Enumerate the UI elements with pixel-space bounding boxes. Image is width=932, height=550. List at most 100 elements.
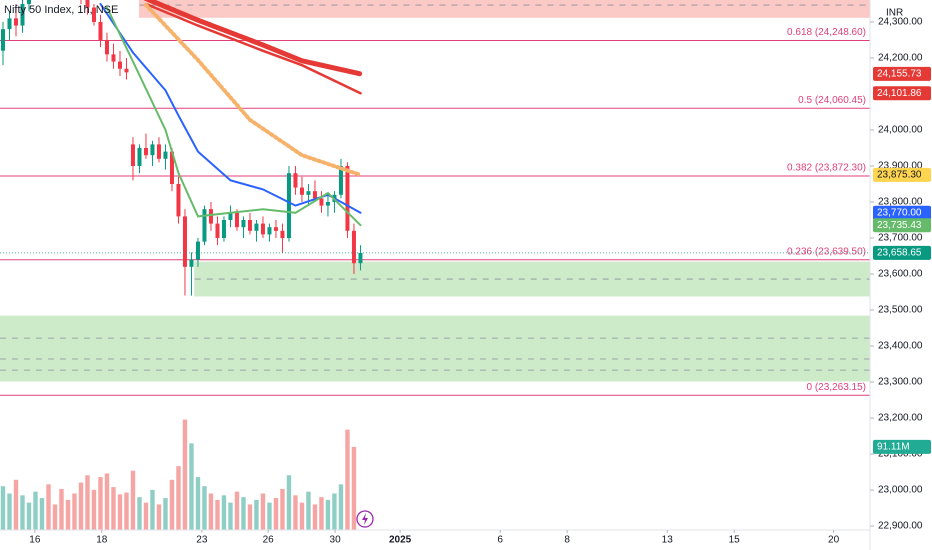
volume-bar bbox=[52, 504, 58, 530]
zone bbox=[138, 0, 870, 18]
x-tick-label: 8 bbox=[564, 535, 570, 546]
price-badge-label: 23,735.43 bbox=[877, 220, 922, 231]
volume-bar bbox=[111, 487, 116, 530]
candle-body bbox=[0, 29, 5, 51]
price-badge-label: 24,155.73 bbox=[877, 69, 922, 80]
y-tick-label: 23,100.00 bbox=[878, 449, 923, 460]
ma-line bbox=[106, 6, 362, 227]
volume-bar bbox=[26, 502, 32, 530]
y-tick-label: 23,200.00 bbox=[878, 413, 923, 424]
y-tick-label: 22,900.00 bbox=[878, 521, 923, 532]
candle-body bbox=[189, 259, 194, 267]
candle-body bbox=[299, 187, 304, 195]
volume-bar bbox=[260, 493, 266, 530]
volume-bar bbox=[273, 498, 279, 530]
replay-icon[interactable] bbox=[356, 510, 374, 528]
volume-bar bbox=[312, 504, 318, 530]
y-tick-label: 23,600.00 bbox=[878, 269, 923, 280]
candle-body bbox=[104, 39, 109, 55]
zone bbox=[0, 315, 870, 382]
candle-body bbox=[241, 219, 246, 228]
y-tick-label: 23,800.00 bbox=[878, 197, 923, 208]
volume-bar bbox=[267, 502, 272, 530]
candle-body bbox=[202, 209, 207, 242]
candle-body bbox=[273, 227, 278, 231]
price-badge bbox=[873, 245, 931, 260]
price-badge bbox=[873, 218, 931, 233]
candle-body bbox=[98, 21, 103, 40]
volume-bar bbox=[228, 502, 233, 530]
candle-body bbox=[228, 212, 233, 220]
fib-label: 0.236 (23,639.50) bbox=[787, 246, 866, 257]
candle-body bbox=[20, 3, 25, 26]
price-badge bbox=[873, 66, 931, 81]
volume-bar bbox=[169, 479, 175, 530]
price-badge-label: 23,658.65 bbox=[877, 248, 922, 259]
volume-bar bbox=[182, 419, 188, 530]
x-tick-label: 16 bbox=[29, 535, 41, 546]
candle-body bbox=[312, 191, 317, 199]
volume-bar bbox=[124, 492, 129, 530]
volume-bar bbox=[117, 494, 123, 530]
candle-body bbox=[351, 230, 356, 264]
candle-body bbox=[130, 144, 135, 166]
volume-bar bbox=[189, 443, 194, 530]
candle-body bbox=[221, 219, 226, 238]
volume-bar bbox=[39, 498, 45, 530]
candle-body bbox=[234, 212, 239, 228]
candle-body bbox=[7, 18, 12, 30]
candle-body bbox=[293, 173, 298, 188]
volume-bar bbox=[306, 491, 311, 530]
x-tick-label: 18 bbox=[96, 535, 108, 546]
fib-label: 0.618 (24,248.60) bbox=[787, 27, 866, 38]
candle-body bbox=[137, 147, 142, 166]
ma-line bbox=[144, 2, 362, 95]
x-tick-label: 15 bbox=[729, 535, 741, 546]
volume-bar bbox=[286, 475, 292, 530]
volume-bar bbox=[85, 475, 90, 530]
ma-line bbox=[99, 3, 362, 214]
price-badge-label: 91.11M bbox=[877, 442, 910, 453]
candle-body bbox=[150, 144, 155, 156]
axes: 24,300.0024,200.0024,000.0023,900.0023,8… bbox=[29, 17, 931, 546]
candle-body bbox=[358, 252, 363, 264]
volume-bar bbox=[150, 489, 155, 530]
volume-bar bbox=[46, 484, 51, 530]
x-tick-label: 13 bbox=[662, 535, 674, 546]
candle-body bbox=[26, 0, 31, 4]
candle-body bbox=[319, 198, 324, 206]
volume-bar bbox=[78, 482, 84, 530]
ma-line bbox=[143, 0, 363, 77]
volume-bar bbox=[221, 495, 227, 530]
candle-body bbox=[156, 144, 161, 159]
y-tick-label: 23,000.00 bbox=[878, 485, 923, 496]
y-tick-label: 24,000.00 bbox=[878, 125, 923, 136]
candle-body bbox=[260, 223, 265, 235]
y-tick-label: 23,900.00 bbox=[878, 161, 923, 172]
volume-bar bbox=[143, 502, 149, 530]
candle-body bbox=[215, 223, 220, 238]
candle-body bbox=[306, 191, 311, 195]
candle-body bbox=[286, 173, 291, 238]
volume-bar bbox=[345, 429, 350, 530]
volume-bar bbox=[241, 497, 246, 530]
x-tick-label: 6 bbox=[497, 535, 503, 546]
x-tick-label: 20 bbox=[828, 535, 840, 546]
price-badge-label: 23,770.00 bbox=[877, 207, 922, 218]
volume-bar bbox=[195, 477, 201, 530]
candle-body bbox=[208, 209, 213, 224]
volume-bar bbox=[215, 499, 220, 530]
volume-bar bbox=[13, 479, 19, 530]
volume-bar bbox=[33, 491, 38, 530]
volume-bar bbox=[7, 493, 12, 530]
candle-body bbox=[195, 241, 200, 260]
candle-body bbox=[85, 0, 90, 8]
candle-body bbox=[182, 216, 187, 267]
x-tick-label: 26 bbox=[263, 535, 275, 546]
volume-bar bbox=[208, 493, 214, 530]
candle-body bbox=[111, 54, 116, 62]
volume-bar bbox=[325, 499, 331, 530]
volume-bar bbox=[338, 484, 344, 530]
